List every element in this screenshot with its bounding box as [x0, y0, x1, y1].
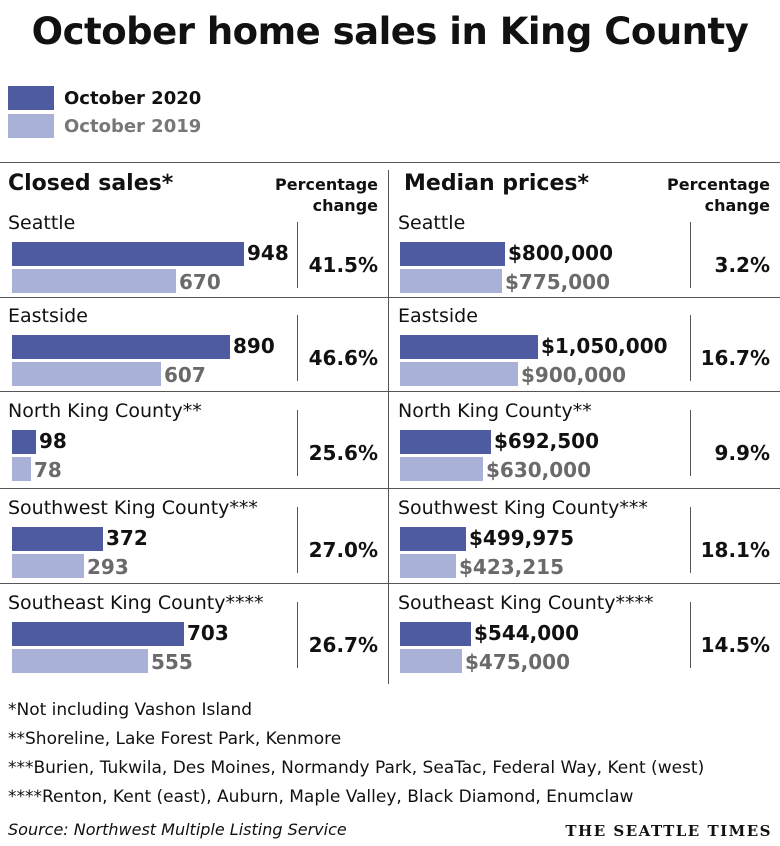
closed-value-label-2020: 98 [39, 429, 67, 453]
closed-pct-change: 26.7% [308, 633, 378, 657]
closed-bar-2020 [12, 527, 103, 551]
median-value-label-2020: $499,975 [469, 526, 575, 550]
median-row-separator [389, 391, 780, 392]
median-bar-2019 [400, 649, 462, 673]
median-value-label-2019: $630,000 [486, 458, 592, 482]
closed-pct-change: 25.6% [308, 441, 378, 465]
median-value-label-2020: $1,050,000 [541, 334, 668, 358]
median-region-label: North King County** [398, 400, 592, 422]
median-pct-change: 3.2% [714, 253, 770, 277]
median-pct-change: 16.7% [700, 346, 770, 370]
median-row-divider [690, 222, 691, 288]
closed-bar-2020 [12, 335, 230, 359]
median-pct-change: 9.9% [714, 441, 770, 465]
closed-bar-2019 [12, 649, 148, 673]
median-bar-2019 [400, 457, 483, 481]
median-bar-2020 [400, 527, 466, 551]
median-bar-2019 [400, 269, 502, 293]
closed-bar-2019 [12, 269, 176, 293]
closed-row-divider [297, 315, 298, 381]
median-bar-2020 [400, 622, 471, 646]
median-value-label-2019: $423,215 [459, 555, 565, 579]
closed-region-label: Seattle [8, 212, 76, 234]
median-region-label: Eastside [398, 305, 478, 327]
legend-item-2020: October 2020 [8, 86, 201, 110]
median-row-separator [389, 583, 780, 584]
closed-value-label-2019: 555 [151, 650, 193, 674]
closed-row-separator [0, 297, 388, 298]
median-pct-change: 18.1% [700, 538, 770, 562]
panel-separator [388, 170, 389, 684]
chart-title: October home sales in King County [31, 10, 749, 53]
median-value-label-2019: $475,000 [465, 650, 571, 674]
median-value-label-2019: $900,000 [521, 363, 627, 387]
closed-bar-2019 [12, 554, 84, 578]
closed-value-label-2020: 703 [187, 621, 229, 645]
closed-region-label: Eastside [8, 305, 88, 327]
closed-row-divider [297, 222, 298, 288]
median-bar-2020 [400, 430, 491, 454]
closed-bar-2020 [12, 430, 36, 454]
closed-row-separator [0, 391, 388, 392]
median-value-label-2019: $775,000 [505, 270, 611, 294]
closed-row-separator [0, 488, 388, 489]
closed-value-label-2019: 78 [34, 458, 62, 482]
legend-swatch-2020 [8, 86, 54, 110]
legend-swatch-2019 [8, 114, 54, 138]
closed-region-label: Southwest King County*** [8, 497, 258, 519]
closed-bar-2020 [12, 242, 244, 266]
closed-region-label: Southeast King County**** [8, 592, 264, 614]
closed-row-divider [297, 602, 298, 668]
closed-value-label-2019: 670 [179, 270, 221, 294]
median-value-label-2020: $692,500 [494, 429, 600, 453]
closed-row-divider [297, 507, 298, 573]
median-value-label-2020: $544,000 [474, 621, 580, 645]
median-pct-change: 14.5% [700, 633, 770, 657]
median-region-label: Seattle [398, 212, 466, 234]
median-value-label-2020: $800,000 [508, 241, 614, 265]
closed-sales-title: Closed sales* [8, 171, 174, 196]
legend-label-2019: October 2019 [64, 115, 202, 137]
source-note: Source: Northwest Multiple Listing Servi… [8, 820, 347, 839]
closed-bar-2019 [12, 362, 161, 386]
median-bar-2019 [400, 554, 456, 578]
closed-sales-pct-header: Percentage change [275, 175, 378, 215]
median-row-divider [690, 507, 691, 573]
closed-value-label-2020: 948 [247, 241, 289, 265]
median-row-separator [389, 488, 780, 489]
closed-row-separator [0, 583, 388, 584]
closed-value-label-2020: 372 [106, 526, 148, 550]
median-row-divider [690, 315, 691, 381]
closed-value-label-2020: 890 [233, 334, 275, 358]
footnote-1: *Not including Vashon Island [8, 700, 253, 720]
median-region-label: Southeast King County**** [398, 592, 654, 614]
median-bar-2019 [400, 362, 518, 386]
closed-pct-change: 46.6% [308, 346, 378, 370]
median-prices-title: Median prices* [404, 171, 589, 196]
median-bar-2020 [400, 242, 505, 266]
closed-value-label-2019: 293 [87, 555, 129, 579]
legend-label-2020: October 2020 [64, 87, 202, 109]
closed-bar-2020 [12, 622, 184, 646]
footnote-2: **Shoreline, Lake Forest Park, Kenmore [8, 729, 342, 749]
median-row-separator [389, 297, 780, 298]
median-row-divider [690, 410, 691, 476]
closed-pct-change: 41.5% [308, 253, 378, 277]
footnote-3: ***Burien, Tukwila, Des Moines, Normandy… [8, 758, 705, 778]
footnote-4: ****Renton, Kent (east), Auburn, Maple V… [8, 787, 634, 807]
publisher-logo: THE SEATTLE TIMES [565, 822, 772, 840]
median-bar-2020 [400, 335, 538, 359]
median-row-divider [690, 602, 691, 668]
closed-bar-2019 [12, 457, 31, 481]
legend-item-2019: October 2019 [8, 114, 201, 138]
closed-value-label-2019: 607 [164, 363, 206, 387]
closed-pct-change: 27.0% [308, 538, 378, 562]
median-region-label: Southwest King County*** [398, 497, 648, 519]
header-rule [0, 162, 780, 163]
closed-row-divider [297, 410, 298, 476]
median-prices-pct-header: Percentage change [667, 175, 770, 215]
closed-region-label: North King County** [8, 400, 202, 422]
